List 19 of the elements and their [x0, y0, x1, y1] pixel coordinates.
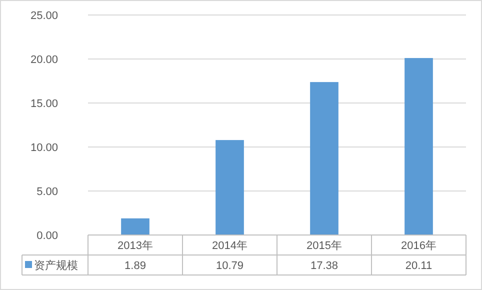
- bar: [216, 140, 244, 235]
- data-label: 10.79: [216, 260, 244, 272]
- legend-label: 资产规模: [34, 259, 78, 272]
- y-tick-label: 5.00: [36, 186, 58, 198]
- x-tick-label: 2014年: [212, 240, 248, 252]
- x-tick-label: 2016年: [401, 240, 436, 252]
- data-label: 17.38: [310, 260, 338, 272]
- data-label: 1.89: [124, 260, 146, 272]
- bar: [310, 82, 338, 235]
- x-tick-label: 2013年: [118, 240, 153, 252]
- x-tick-label: 2015年: [306, 240, 342, 252]
- y-tick-label: 15.00: [30, 98, 58, 110]
- y-tick-label: 25.00: [30, 10, 58, 22]
- bar: [404, 58, 433, 235]
- y-tick-label: 0.00: [36, 230, 58, 242]
- bar: [121, 218, 150, 235]
- y-tick-label: 10.00: [30, 142, 58, 154]
- data-label: 20.11: [405, 260, 432, 272]
- y-tick-label: 20.00: [30, 54, 58, 66]
